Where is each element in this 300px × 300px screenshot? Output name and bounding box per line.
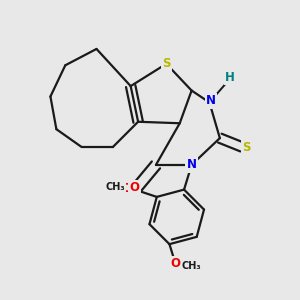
Text: S: S [162, 57, 171, 70]
Text: O: O [170, 257, 180, 270]
Text: CH₃: CH₃ [182, 261, 202, 272]
Text: O: O [121, 182, 131, 195]
Text: H: H [225, 71, 235, 84]
Text: N: N [187, 158, 196, 171]
Text: CH₃: CH₃ [105, 182, 125, 191]
Text: O: O [130, 182, 140, 194]
Text: N: N [206, 94, 216, 107]
Text: S: S [242, 140, 251, 154]
